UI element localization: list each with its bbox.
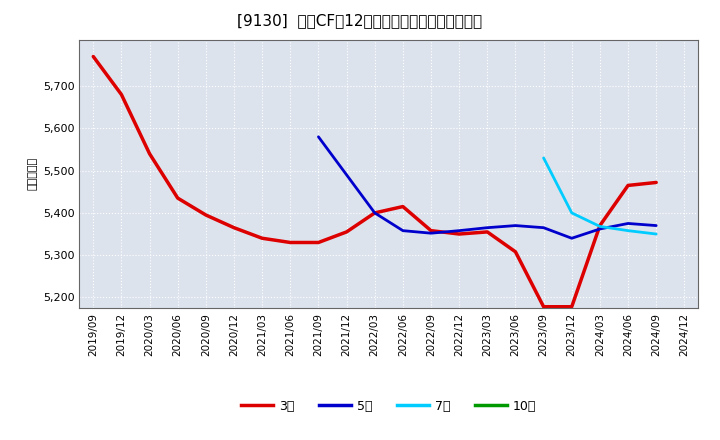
Text: [9130]  営業CFの12か月移動合計の平均値の推移: [9130] 営業CFの12か月移動合計の平均値の推移 [238,13,482,28]
Legend: 3年, 5年, 7年, 10年: 3年, 5年, 7年, 10年 [236,395,541,418]
Y-axis label: （百万円）: （百万円） [27,157,37,191]
